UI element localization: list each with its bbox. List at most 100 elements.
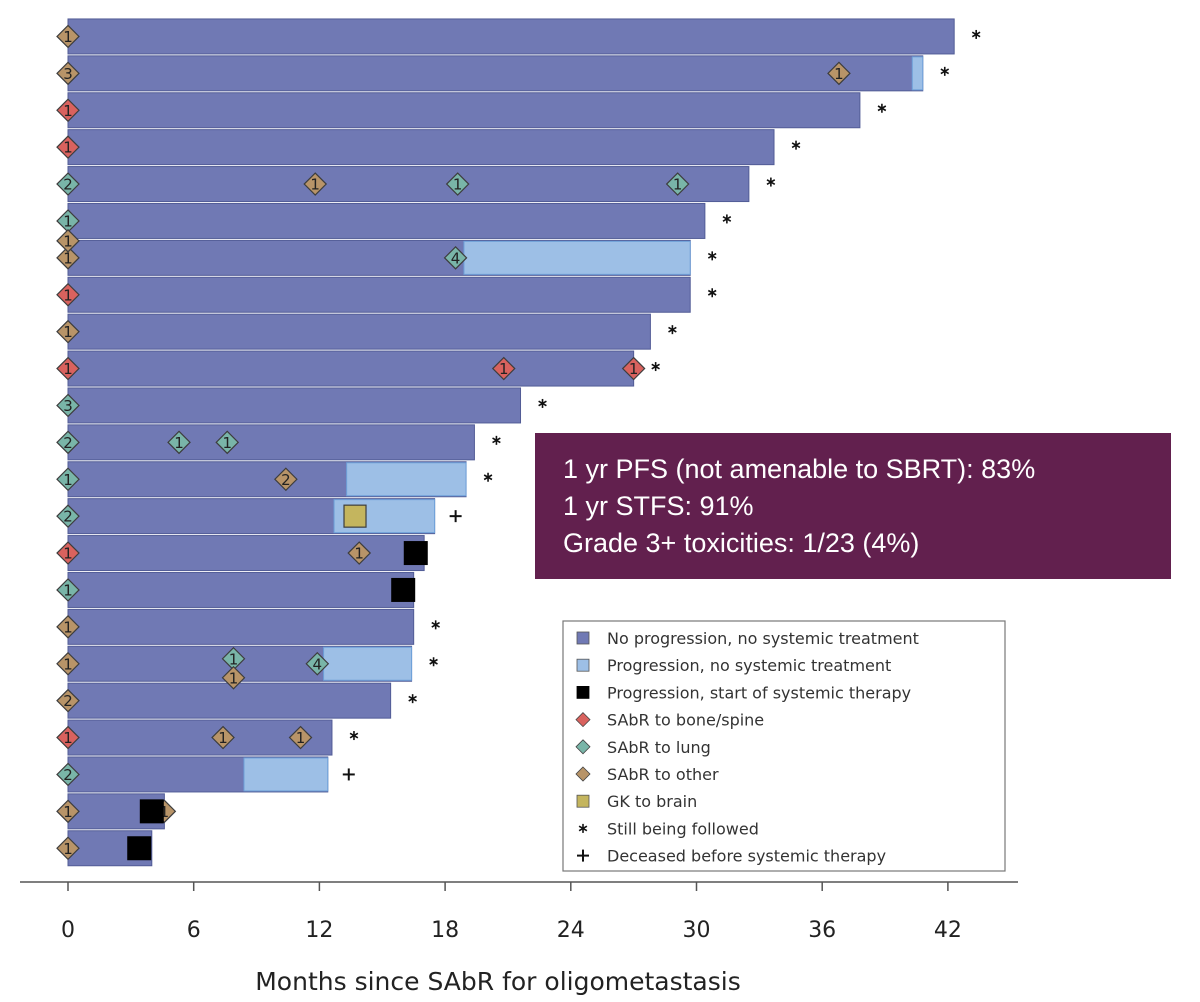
initial-sabr-marker-label: 3	[63, 65, 73, 83]
initial-sabr-marker-label: 1	[63, 323, 73, 341]
legend-label-progression_no_systemic: Progression, no systemic treatment	[607, 656, 891, 675]
initial-sabr-marker	[56, 725, 80, 750]
legend-swatch-sabr_bone	[575, 712, 591, 728]
initial-sabr-marker-label: 3	[63, 397, 73, 415]
legend-swatch-sabr_lung	[575, 739, 591, 755]
legend-label-sabr_other: SAbR to other	[607, 765, 719, 784]
sabr-other-marker	[274, 467, 298, 492]
progression-segment	[346, 462, 467, 497]
initial-sabr-marker-label: 1	[63, 360, 73, 378]
initial-sabr-marker-label: 1	[63, 102, 73, 120]
initial-sabr-marker-label: 1	[63, 249, 73, 267]
systemic-start-marker	[403, 541, 428, 566]
sabr-lung-marker-label: 1	[174, 434, 184, 452]
initial-sabr-marker	[56, 356, 80, 381]
sabr-other-marker-label: 2	[281, 471, 291, 489]
legend-label-no_progression: No progression, no systemic treatment	[607, 629, 919, 648]
legend-swatch-progression_no_systemic	[576, 658, 590, 672]
sabr-other-marker-label: 1	[218, 729, 228, 747]
legend-label-gk_brain: GK to brain	[607, 792, 697, 811]
sabr-lung-marker-label: 4	[313, 655, 323, 673]
initial-sabr-marker-label: 2	[63, 176, 73, 194]
progression-segment	[911, 56, 924, 91]
sabr-lung-marker-label: 1	[222, 434, 232, 452]
gk-brain-marker	[343, 504, 367, 528]
initial-sabr-marker-label: 1	[63, 28, 73, 46]
patient-bar	[67, 571, 415, 608]
sabr-bone-marker	[621, 356, 646, 381]
patient-bar	[67, 276, 691, 313]
patient-bar	[67, 350, 635, 387]
still-followed-mark	[722, 214, 732, 224]
legend-swatch-no_progression	[576, 631, 590, 645]
sabr-lung-marker	[305, 651, 330, 676]
initial-sabr-marker	[56, 430, 80, 455]
sabr-lung-marker	[445, 172, 470, 196]
patient-bar	[67, 608, 415, 645]
initial-sabr-marker	[56, 229, 80, 253]
systemic-start-marker	[139, 799, 164, 824]
x-tick-label: 42	[934, 918, 962, 943]
progression-segment	[243, 757, 329, 792]
legend-box	[562, 620, 1006, 872]
initial-sabr-marker-label: 1	[63, 139, 73, 157]
x-tick-label: 12	[305, 918, 333, 943]
stats-toxicity: Grade 3+ toxicities: 1/23 (4%)	[563, 528, 920, 558]
initial-sabr-marker	[56, 98, 80, 123]
sabr-lung-marker-label: 1	[229, 650, 239, 668]
still-followed-mark	[408, 694, 417, 704]
initial-sabr-marker-label: 1	[63, 545, 73, 563]
sabr-bone-marker-label: 1	[499, 360, 509, 378]
initial-sabr-marker-label: 1	[63, 729, 73, 747]
legend-label-deceased: Deceased before systemic therapy	[607, 847, 886, 866]
legend-swatch-deceased	[577, 849, 589, 862]
still-followed-mark	[668, 325, 677, 335]
deceased-mark	[342, 768, 355, 781]
still-followed-mark	[766, 177, 776, 187]
legend-swatch-still_followed	[578, 823, 588, 833]
patient-bar	[67, 202, 706, 239]
initial-sabr-marker	[56, 541, 80, 565]
patient-bar	[67, 313, 651, 350]
x-tick-label: 30	[683, 918, 711, 943]
stats-pfs: 1 yr PFS (not amenable to SBRT): 83%	[563, 454, 1036, 484]
legend-label-systemic_start: Progression, start of systemic therapy	[607, 683, 911, 702]
x-tick-label: 36	[808, 918, 836, 943]
initial-sabr-marker	[56, 24, 80, 49]
still-followed-mark	[349, 731, 359, 741]
initial-sabr-marker	[56, 61, 80, 86]
patient-bar	[67, 166, 750, 203]
legend-swatch-systemic_start	[576, 686, 590, 699]
initial-sabr-marker-label: 2	[63, 766, 73, 784]
sabr-other-marker	[221, 665, 246, 690]
legend-swatch-sabr_other	[575, 766, 591, 782]
stats-stfs: 1 yr STFS: 91%	[563, 491, 754, 521]
sabr-bone-marker	[491, 356, 516, 381]
sabr-lung-marker-label: 1	[453, 176, 463, 194]
initial-sabr-marker	[56, 688, 80, 713]
patient-bar	[67, 682, 392, 719]
progression-segment	[463, 240, 691, 275]
still-followed-mark	[431, 620, 440, 630]
sabr-other-marker-label: 1	[310, 176, 320, 194]
initial-sabr-marker-label: 2	[63, 508, 73, 526]
still-followed-mark	[940, 66, 950, 76]
initial-sabr-marker	[56, 762, 80, 787]
initial-sabr-marker-label: 2	[63, 692, 73, 710]
sabr-other-marker	[303, 172, 328, 196]
patient-bar	[67, 129, 775, 166]
initial-sabr-marker-label: 2	[63, 434, 73, 452]
still-followed-mark	[651, 362, 660, 372]
initial-sabr-marker-label: 1	[63, 655, 73, 673]
initial-sabr-marker	[56, 504, 80, 528]
initial-sabr-marker-label: 1	[63, 803, 73, 821]
legend-label-sabr_bone: SAbR to bone/spine	[607, 711, 764, 730]
sabr-other-marker-label: 1	[354, 545, 364, 563]
initial-sabr-marker	[56, 799, 80, 824]
sabr-lung-marker-label: 4	[451, 249, 461, 267]
initial-sabr-marker-label: 1	[63, 840, 73, 858]
patient-bar	[67, 424, 475, 461]
still-followed-mark	[538, 398, 547, 408]
sabr-other-marker-label: 1	[834, 65, 844, 83]
